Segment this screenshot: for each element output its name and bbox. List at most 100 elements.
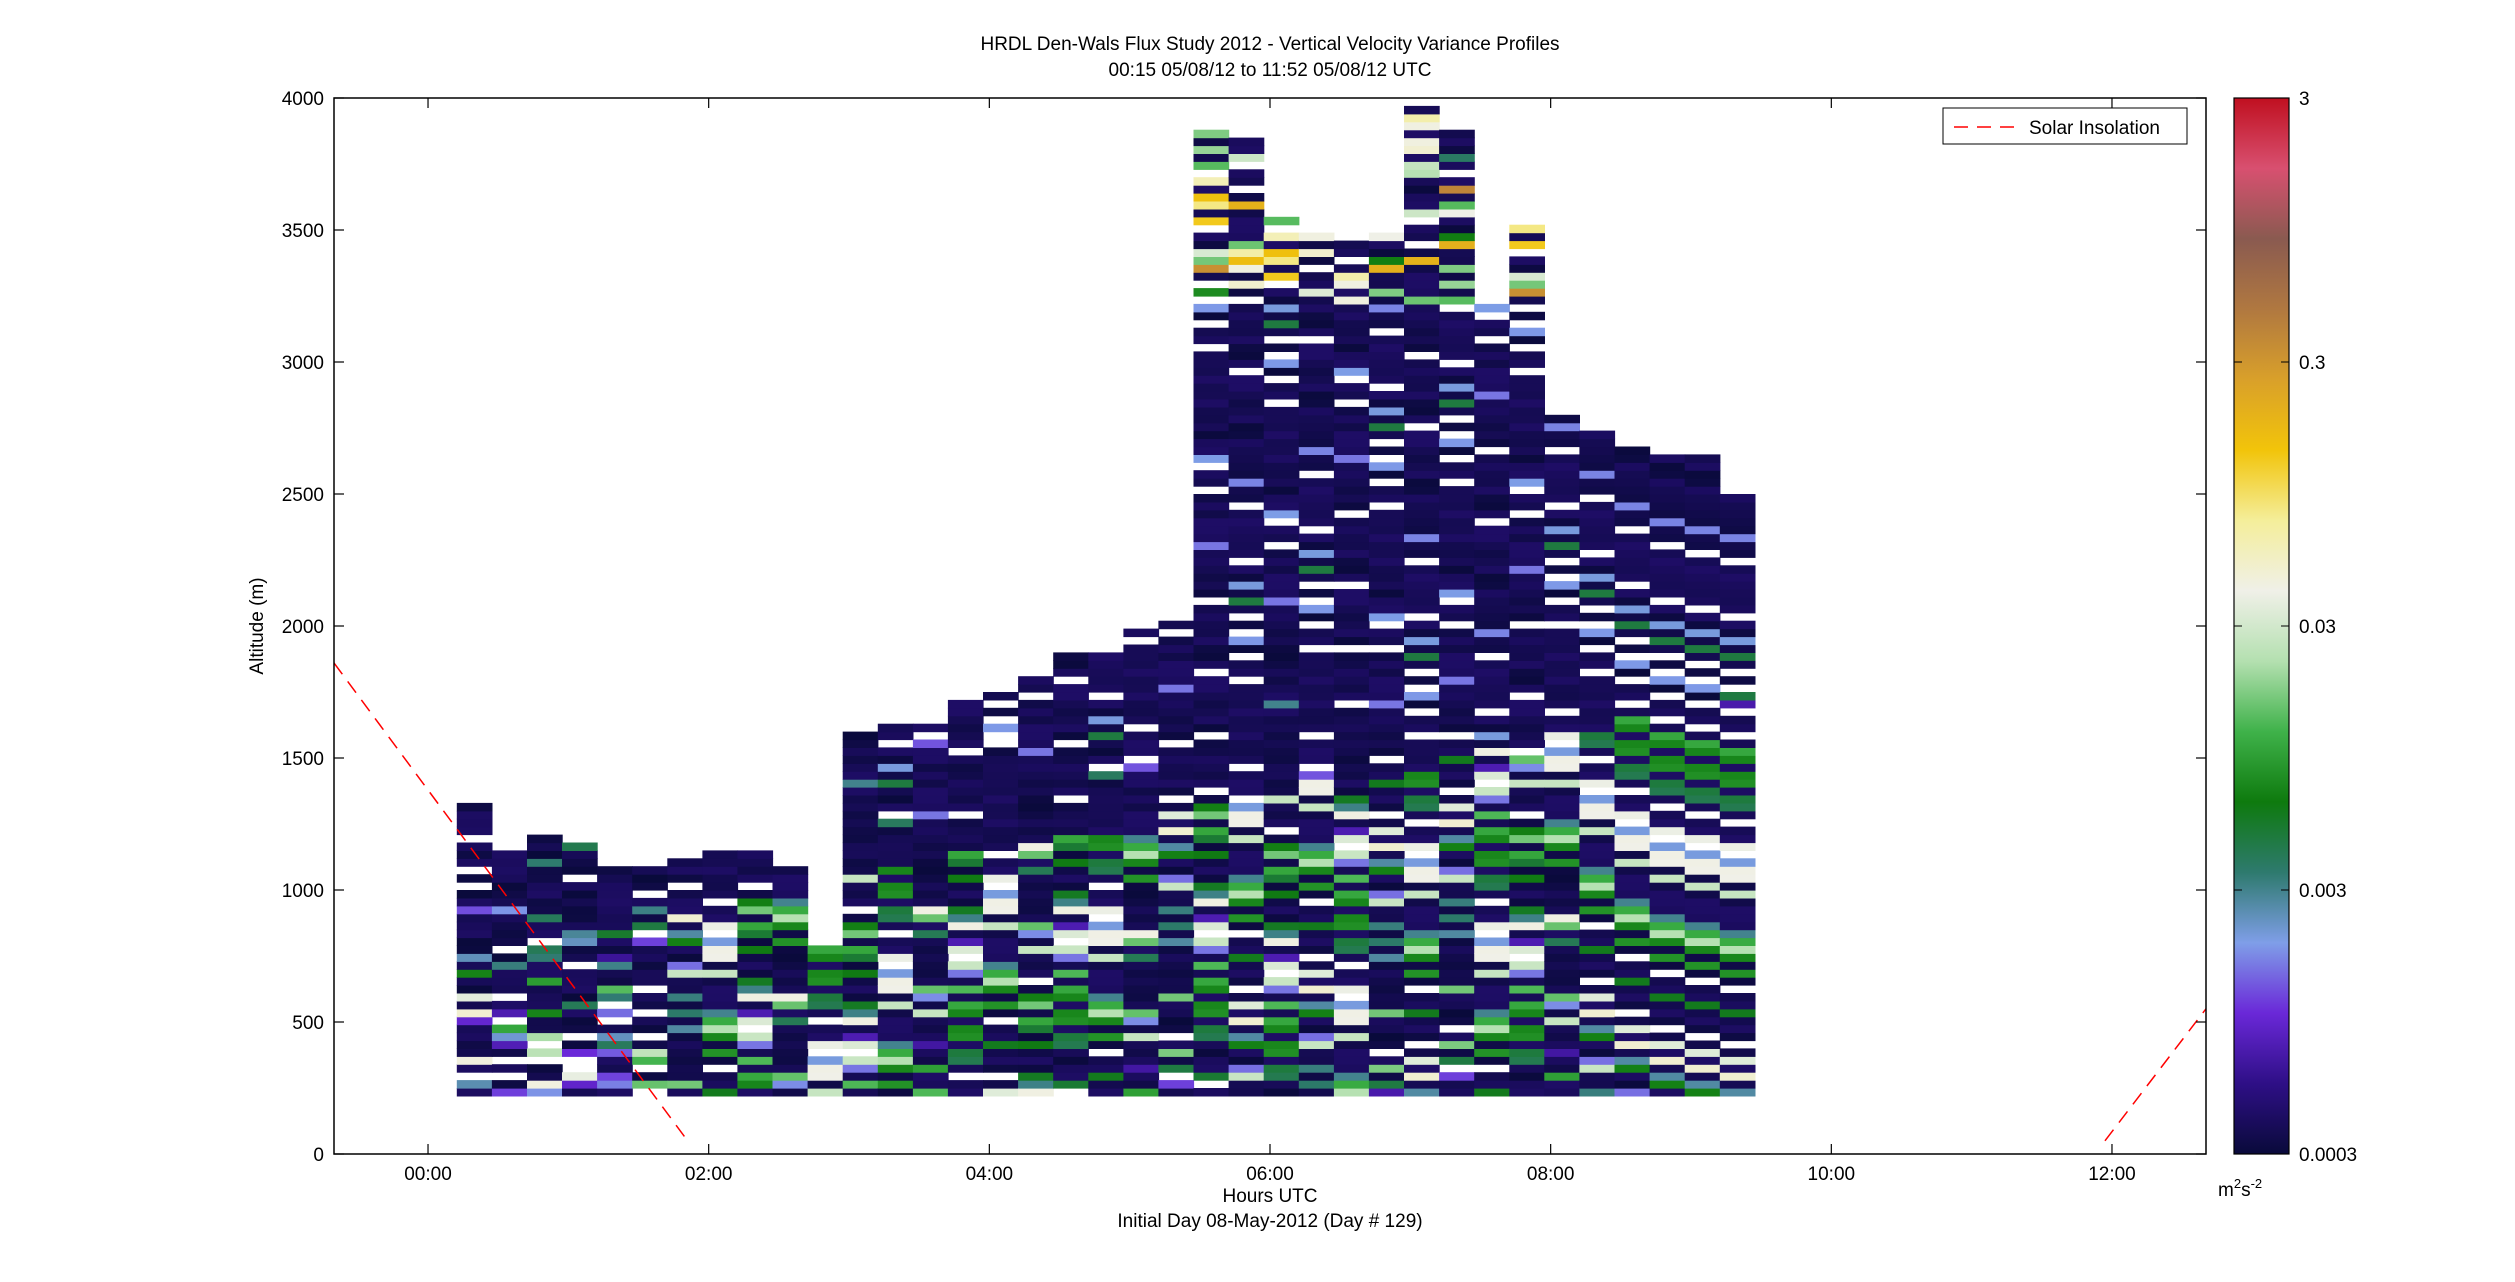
variance-cell [1018, 921, 1054, 931]
variance-cell [1228, 264, 1265, 273]
variance-cell [1439, 327, 1475, 337]
variance-cell [456, 1032, 493, 1042]
variance-cell [1544, 731, 1580, 741]
variance-cell [562, 897, 598, 907]
variance-cell [1263, 240, 1300, 250]
variance-cell [1298, 311, 1335, 321]
variance-cell [983, 953, 1019, 962]
variance-cell [1298, 913, 1335, 923]
variance-cell [947, 763, 984, 772]
variance-cell [1053, 1072, 1089, 1081]
variance-cell [1193, 573, 1230, 582]
variance-cell [947, 1032, 984, 1042]
variance-cell [1158, 747, 1195, 756]
variance-cell [702, 1040, 739, 1049]
variance-cell [1614, 470, 1651, 479]
variance-cell [491, 977, 528, 986]
variance-cell [983, 866, 1019, 875]
variance-cell [1509, 1088, 1545, 1097]
variance-cell [842, 945, 879, 954]
variance-cell [1719, 715, 1756, 725]
variance-cell [456, 897, 493, 907]
variance-cell [1193, 288, 1230, 297]
variance-cell [1579, 430, 1616, 440]
variance-cell [491, 929, 528, 939]
variance-cell [842, 1064, 879, 1073]
variance-cell [1333, 604, 1370, 614]
variance-cell [1474, 771, 1510, 780]
variance-cell [1579, 890, 1616, 899]
variance-cell [1719, 866, 1756, 875]
variance-cell [1474, 826, 1510, 836]
variance-cell [1193, 747, 1230, 756]
variance-cell [1298, 1080, 1335, 1089]
variance-cell [1474, 882, 1510, 891]
variance-cell [1228, 462, 1265, 471]
variance-cell [1684, 1072, 1721, 1081]
variance-cell [1719, 1016, 1756, 1026]
variance-cell [1368, 660, 1405, 669]
variance-cell [772, 1032, 809, 1042]
variance-cell [1053, 977, 1089, 986]
variance-cell [1474, 589, 1510, 598]
variance-cell [947, 1056, 984, 1065]
variance-cell [1439, 1048, 1475, 1057]
variance-cell [1439, 264, 1475, 273]
variance-cell [1123, 1040, 1160, 1049]
variance-cell [1368, 1072, 1405, 1081]
variance-cell [1263, 795, 1300, 804]
variance-cell [1404, 787, 1440, 796]
variance-cell [1544, 1048, 1580, 1057]
variance-cell [1649, 1016, 1686, 1026]
variance-cell [1158, 692, 1195, 701]
variance-cell [1193, 406, 1230, 416]
variance-cell [1474, 454, 1510, 463]
variance-cell [1228, 1024, 1265, 1034]
variance-cell [1158, 763, 1195, 772]
variance-cell [1474, 787, 1510, 796]
variance-cell [1404, 897, 1440, 907]
variance-cell [1193, 422, 1230, 432]
variance-cell [1404, 620, 1440, 630]
variance-cell [597, 1040, 633, 1049]
variance-cell [912, 858, 949, 867]
variance-cell [1474, 858, 1510, 867]
variance-cell [1123, 882, 1160, 891]
variance-cell [1509, 715, 1545, 725]
variance-cell [702, 953, 739, 962]
variance-cell [1228, 216, 1265, 226]
variance-cell [1684, 985, 1721, 994]
variance-cell [597, 874, 633, 883]
variance-cell [1474, 525, 1510, 535]
variance-cell [1228, 818, 1265, 828]
variance-cell [1509, 771, 1545, 780]
variance-cell [1579, 842, 1616, 851]
variance-cell [1509, 1016, 1545, 1026]
variance-cell [772, 929, 809, 939]
variance-cell [1263, 311, 1300, 321]
variance-cell [1439, 573, 1475, 582]
variance-cell [1263, 850, 1300, 859]
variance-cell [1368, 763, 1405, 772]
variance-cell [1018, 1000, 1054, 1010]
variance-cell [562, 1040, 598, 1049]
variance-cell [1404, 438, 1440, 448]
variance-cell [1614, 921, 1651, 931]
variance-cell [456, 1080, 493, 1089]
variance-cell [702, 858, 739, 867]
variance-cell [1579, 913, 1616, 923]
variance-cell [1123, 771, 1160, 780]
variance-cell [1719, 937, 1756, 946]
variance-cell [1123, 739, 1160, 748]
variance-cell [807, 993, 844, 1002]
variance-cell [562, 1000, 598, 1010]
variance-cell [1193, 557, 1230, 566]
variance-cell [1228, 153, 1265, 162]
variance-cell [772, 937, 809, 946]
variance-cell [947, 1000, 984, 1010]
variance-cell [1053, 668, 1089, 677]
variance-cell [667, 1072, 703, 1081]
variance-cell [1544, 929, 1580, 939]
variance-cell [1614, 723, 1651, 733]
variance-cell [1018, 858, 1054, 867]
